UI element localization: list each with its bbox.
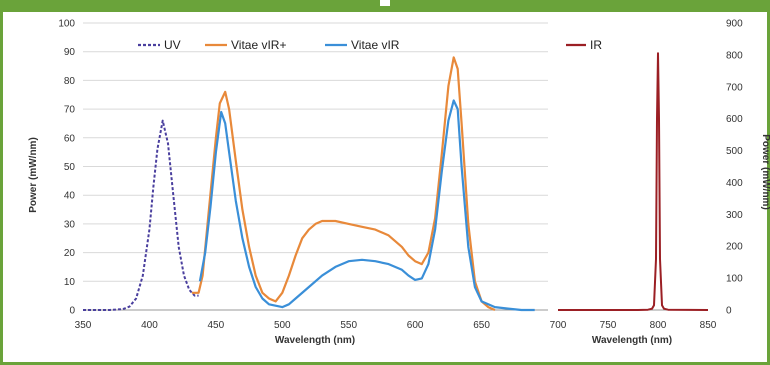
left-chart-series [83, 56, 535, 312]
left-chart-legend: UV Vitae vIR+ Vitae vIR [138, 38, 400, 52]
left-chart-x-axis-label: Wavelength (nm) [275, 335, 355, 346]
right-y-tick-900: 900 [726, 19, 743, 30]
series-line-ir [558, 52, 709, 311]
right-y-tick-800: 800 [726, 50, 743, 61]
right-chart-x-axis-label: Wavelength (nm) [592, 335, 672, 346]
top-bar-notch [380, 0, 390, 6]
left-y-tick-90: 90 [64, 47, 76, 58]
right-x-tick-850: 850 [700, 320, 717, 331]
left-x-tick-350: 350 [75, 320, 92, 331]
left-y-tick-80: 80 [64, 76, 76, 87]
right-y-tick-300: 300 [726, 210, 743, 221]
left-chart-y-axis-label: Power (mW/nm) [28, 137, 39, 213]
right-y-tick-600: 600 [726, 114, 743, 125]
left-y-tick-30: 30 [64, 219, 76, 230]
left-x-tick-500: 500 [274, 320, 291, 331]
left-y-tick-60: 60 [64, 133, 76, 144]
series-line-vir-plus [191, 56, 496, 312]
series-line-vir [198, 99, 535, 312]
right-y-tick-100: 100 [726, 274, 743, 285]
right-chart-y-tick-labels: 0 100 200 300 400 500 600 700 800 900 [726, 19, 743, 317]
left-chart-x-tick-labels: 350 400 450 500 550 600 650 [75, 320, 491, 331]
right-x-tick-750: 750 [600, 320, 617, 331]
left-y-tick-20: 20 [64, 248, 76, 259]
left-y-tick-100: 100 [58, 19, 75, 30]
left-x-tick-400: 400 [141, 320, 158, 331]
left-chart-y-tick-labels: 0 10 20 30 40 50 60 70 80 90 100 [58, 19, 75, 317]
right-y-tick-200: 200 [726, 242, 743, 253]
left-chart-gridlines [83, 22, 548, 282]
right-x-tick-700: 700 [550, 320, 567, 331]
left-y-tick-40: 40 [64, 191, 76, 202]
left-x-tick-600: 600 [407, 320, 424, 331]
right-chart-series [558, 52, 709, 311]
left-y-tick-70: 70 [64, 105, 76, 116]
right-chart-x-tick-labels: 700 750 800 850 [550, 320, 717, 331]
legend-label-uv: UV [164, 38, 181, 52]
right-x-tick-800: 800 [650, 320, 667, 331]
right-chart-y-axis-label: Power (mW/nm) [760, 134, 770, 210]
left-y-tick-0: 0 [69, 306, 75, 317]
right-y-tick-500: 500 [726, 146, 743, 157]
legend-label-ir: IR [590, 38, 602, 52]
legend-label-vir: Vitae vIR [351, 38, 400, 52]
left-y-tick-50: 50 [64, 162, 76, 173]
left-x-tick-450: 450 [208, 320, 225, 331]
right-y-tick-700: 700 [726, 82, 743, 93]
left-x-tick-650: 650 [473, 320, 490, 331]
top-accent-bar [0, 0, 770, 12]
right-y-tick-0: 0 [726, 306, 732, 317]
left-x-tick-550: 550 [340, 320, 357, 331]
right-y-tick-400: 400 [726, 178, 743, 189]
left-y-tick-10: 10 [64, 277, 76, 288]
legend-label-vir-plus: Vitae vIR+ [231, 38, 286, 52]
right-chart-legend: IR [566, 38, 602, 52]
